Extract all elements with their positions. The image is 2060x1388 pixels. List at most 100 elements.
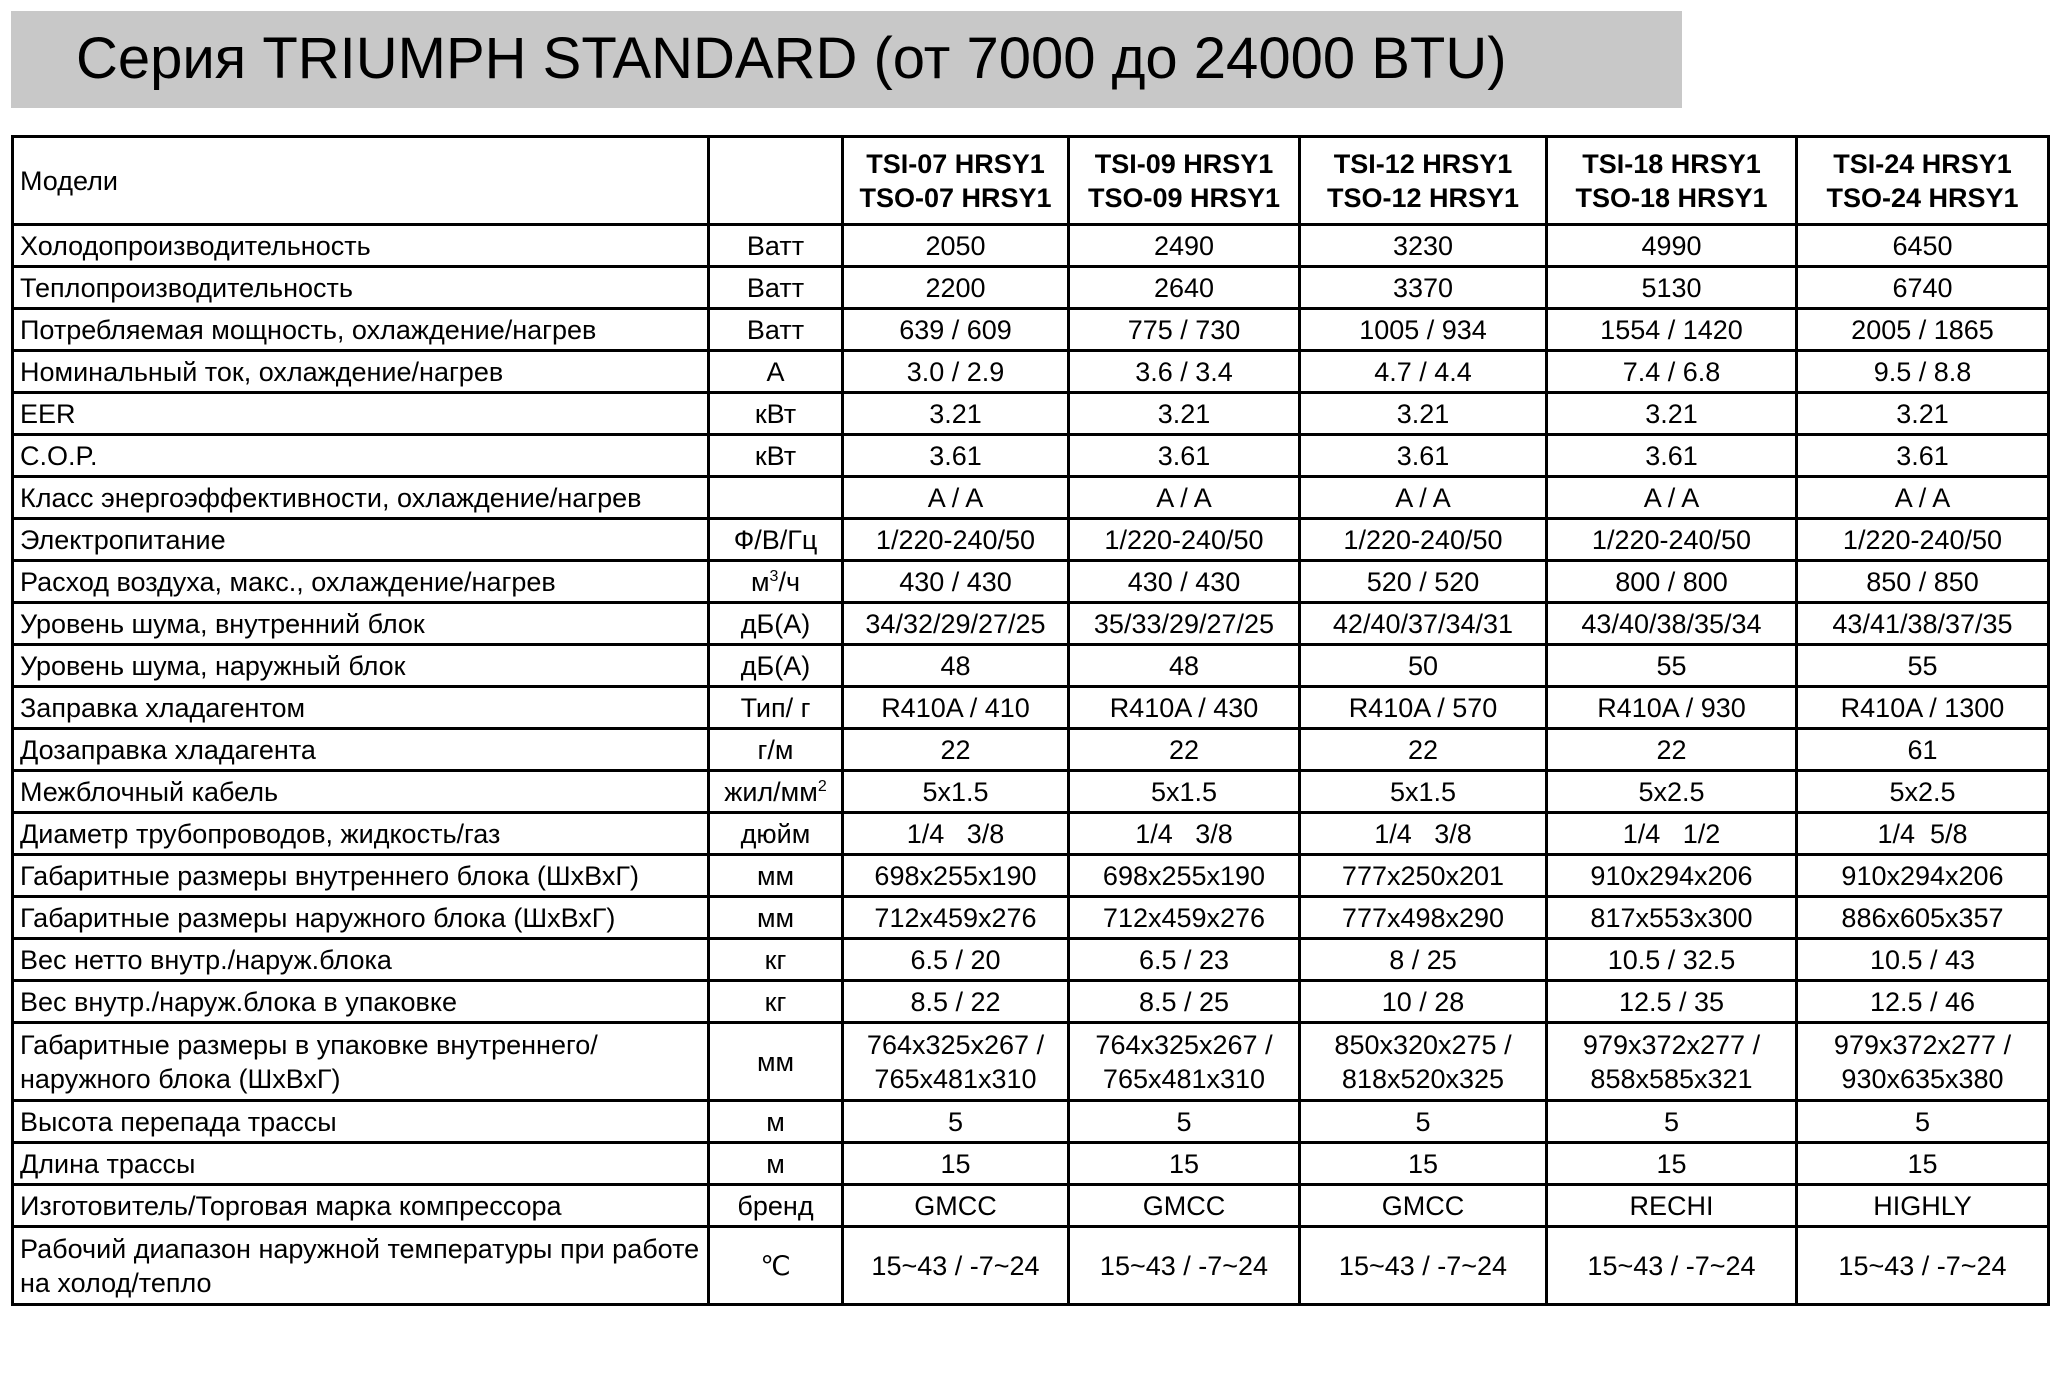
- spec-label: Длина трассы: [11, 1141, 710, 1186]
- model-header: TSI-18 HRSY1 TSO-18 HRSY1: [1545, 135, 1798, 226]
- unit-superscript: 3: [769, 567, 779, 585]
- spec-value: GMCC: [1298, 1183, 1548, 1228]
- spec-unit: Ватт: [707, 265, 844, 310]
- spec-unit: дБ(А): [707, 601, 844, 646]
- spec-value: 5x1.5: [1067, 769, 1301, 814]
- spec-value: 2640: [1067, 265, 1301, 310]
- spec-row: Габаритные размеры внутреннего блока (Шх…: [11, 853, 2050, 898]
- spec-label: Вес нетто внутр./наруж.блока: [11, 937, 710, 982]
- outdoor-model: TSO-18 HRSY1: [1575, 182, 1768, 213]
- spec-unit: Ватт: [707, 223, 844, 268]
- spec-value: A / A: [1298, 475, 1548, 520]
- spec-value: 817x553x300: [1545, 895, 1798, 940]
- spec-value: 5130: [1545, 265, 1798, 310]
- unit-header: [707, 135, 844, 226]
- unit-text: кг: [764, 986, 787, 1017]
- spec-unit: г/м: [707, 727, 844, 772]
- outdoor-model: TSO-07 HRSY1: [859, 182, 1052, 213]
- spec-value: 777x250x201: [1298, 853, 1548, 898]
- spec-row: Холодопроизводительность Ватт 2050 2490 3230…: [11, 223, 2050, 268]
- spec-value: 764x325x267 / 765x481x310: [841, 1021, 1070, 1102]
- spec-value: 850 / 850: [1795, 559, 2050, 604]
- model-header: TSI-09 HRSY1 TSO-09 HRSY1: [1067, 135, 1301, 226]
- specs-table: Модели TSI-07 HRSY1 TSO-07 HRSY1 TSI-09 HR…: [11, 135, 2050, 1306]
- spec-row: Межблочный кабель жил/мм2 5x1.5 5x1.5 5x1.5 5…: [11, 769, 2050, 814]
- spec-row: Заправка хладагентом Тип/ г R410A / 410 R41…: [11, 685, 2050, 730]
- spec-unit: м3/ч: [707, 559, 844, 604]
- model-header: TSI-24 HRSY1 TSO-24 HRSY1: [1795, 135, 2050, 226]
- spec-value: 800 / 800: [1545, 559, 1798, 604]
- spec-value: 1/220-240/50: [1545, 517, 1798, 562]
- outdoor-model: TSO-12 HRSY1: [1326, 182, 1520, 213]
- spec-value: 430 / 430: [1067, 559, 1301, 604]
- spec-value: A / A: [841, 475, 1070, 520]
- spec-value: 712x459x276: [1067, 895, 1301, 940]
- spec-value: 1/4 3/8: [1067, 811, 1301, 856]
- models-label: Модели: [11, 135, 710, 226]
- spec-value: 5x2.5: [1545, 769, 1798, 814]
- spec-value: 1/4 1/2: [1545, 811, 1798, 856]
- unit-text: кВт: [754, 440, 797, 471]
- spec-value: 6.5 / 23: [1067, 937, 1301, 982]
- spec-unit: дБ(А): [707, 643, 844, 688]
- spec-value: 3.21: [1067, 391, 1301, 436]
- spec-value: 5x1.5: [1298, 769, 1548, 814]
- spec-value: 430 / 430: [841, 559, 1070, 604]
- spec-value: 8.5 / 25: [1067, 979, 1301, 1024]
- spec-value: 910x294x206: [1795, 853, 2050, 898]
- unit-text: жил/мм: [724, 776, 818, 807]
- spec-value: A / A: [1795, 475, 2050, 520]
- spec-value: 48: [841, 643, 1070, 688]
- spec-value: 775 / 730: [1067, 307, 1301, 352]
- spec-value: A / A: [1545, 475, 1798, 520]
- spec-value: 6.5 / 20: [841, 937, 1070, 982]
- unit-text: Ватт: [746, 272, 805, 303]
- spec-value: 22: [1067, 727, 1301, 772]
- spec-label: Электропитание: [11, 517, 710, 562]
- spec-value: 639 / 609: [841, 307, 1070, 352]
- indoor-model: TSI-24 HRSY1: [1833, 148, 2012, 179]
- spec-label: Номинальный ток, охлаждение/нагрев: [11, 349, 710, 394]
- unit-text: А: [766, 356, 785, 387]
- spec-value: 3.61: [1298, 433, 1548, 478]
- unit-superscript: 2: [817, 777, 827, 795]
- spec-label: Вес внутр./наруж.блока в упаковке: [11, 979, 710, 1024]
- spec-label: Габаритные размеры внутреннего блока (Шх…: [11, 853, 710, 898]
- spec-value: 61: [1795, 727, 2050, 772]
- spec-value: 764x325x267 / 765x481x310: [1067, 1021, 1301, 1102]
- spec-value: 3.21: [1795, 391, 2050, 436]
- spec-value: 55: [1545, 643, 1798, 688]
- unit-text: мм: [756, 860, 795, 891]
- spec-value: 12.5 / 35: [1545, 979, 1798, 1024]
- spec-row: Теплопроизводительность Ватт 2200 2640 3370 5…: [11, 265, 2050, 310]
- spec-label: Дозаправка хладагента: [11, 727, 710, 772]
- spec-value: 520 / 520: [1298, 559, 1548, 604]
- spec-row: C.O.P. кВт 3.61 3.61 3.61 3.61 3.61: [11, 433, 2050, 478]
- spec-value: 35/33/29/27/25: [1067, 601, 1301, 646]
- spec-value: 12.5 / 46: [1795, 979, 2050, 1024]
- spec-label: Заправка хладагентом: [11, 685, 710, 730]
- spec-value: 1/220-240/50: [841, 517, 1070, 562]
- spec-value: 777x498x290: [1298, 895, 1548, 940]
- spec-value: 5: [1545, 1099, 1798, 1144]
- spec-label: Рабочий диапазон наружной температуры пр…: [11, 1225, 710, 1306]
- spec-value: 3.21: [1298, 391, 1548, 436]
- spec-value: 5: [1795, 1099, 2050, 1144]
- spec-value: 5: [841, 1099, 1070, 1144]
- spec-row: Потребляемая мощность, охлаждение/нагрев…: [11, 307, 2050, 352]
- spec-value: 1/220-240/50: [1298, 517, 1548, 562]
- spec-value: 4990: [1545, 223, 1798, 268]
- spec-value: 6740: [1795, 265, 2050, 310]
- indoor-model: TSI-07 HRSY1: [866, 148, 1045, 179]
- spec-unit: бренд: [707, 1183, 844, 1228]
- spec-row: Габаритные размеры наружного блока (ШхВх…: [11, 895, 2050, 940]
- spec-value: 1/220-240/50: [1795, 517, 2050, 562]
- spec-value: 50: [1298, 643, 1548, 688]
- indoor-model: TSI-09 HRSY1: [1094, 148, 1274, 179]
- spec-row: Расход воздуха, макс., охлаждение/нагрев…: [11, 559, 2050, 604]
- spec-unit: Ф/В/Гц: [707, 517, 844, 562]
- spec-label: Холодопроизводительность: [11, 223, 710, 268]
- spec-label: Межблочный кабель: [11, 769, 710, 814]
- spec-value: 3.61: [841, 433, 1070, 478]
- spec-unit: м: [707, 1141, 844, 1186]
